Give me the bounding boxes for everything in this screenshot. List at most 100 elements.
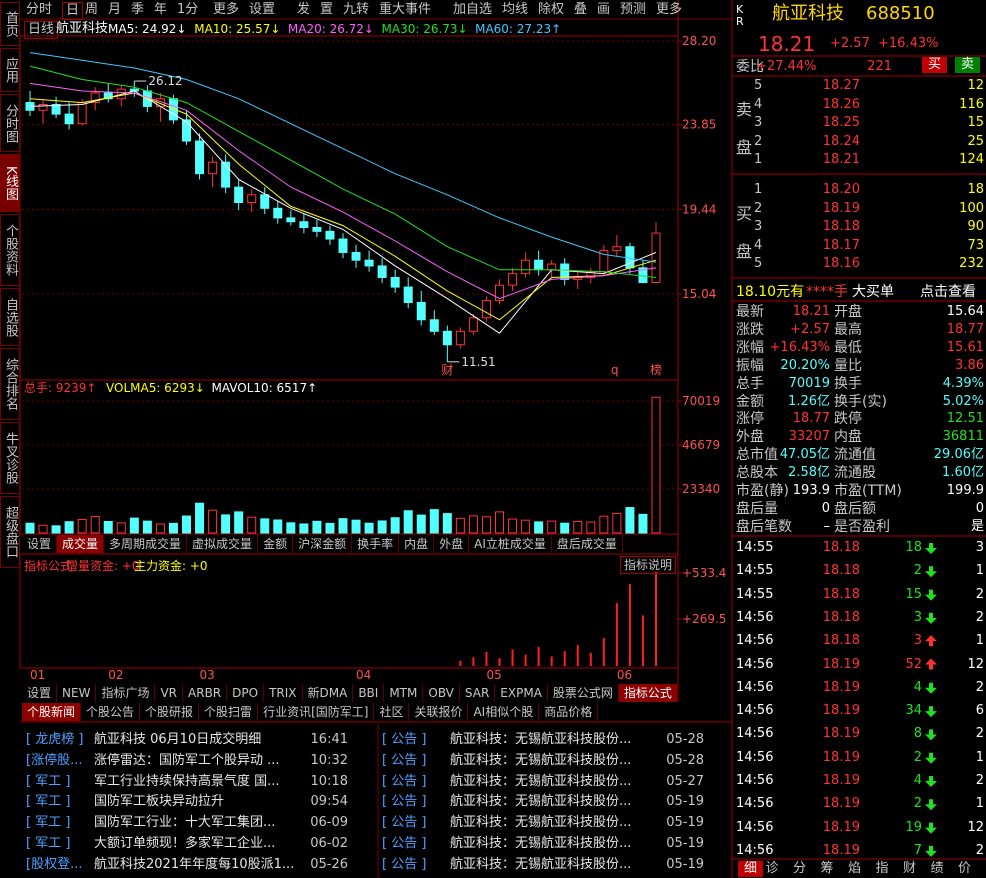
tab[interactable]: DPO xyxy=(227,684,265,702)
quote-tab[interactable]: 筹 xyxy=(820,861,834,876)
side-tab[interactable]: 分时图 xyxy=(0,94,20,152)
tab[interactable]: 个股扫雷 xyxy=(199,703,259,721)
ma-label: MA5: 24.92↓ xyxy=(108,22,187,36)
tab[interactable]: 设置 xyxy=(22,684,58,702)
quote-tab[interactable]: 绩 xyxy=(930,861,944,876)
big-order-link[interactable]: 点击查看 xyxy=(920,284,976,300)
tab[interactable]: 关联报价 xyxy=(409,703,469,721)
news-title[interactable]: 国防军工行业：十大军工集团... xyxy=(94,815,276,831)
side-tab[interactable]: 超级盘口 xyxy=(0,496,20,568)
news-title[interactable]: 军工行业持续保持高景气度 国... xyxy=(94,773,280,789)
side-tab[interactable]: 应用 xyxy=(0,48,20,92)
tab[interactable]: 股票公式网 xyxy=(548,684,619,702)
stat-label: 外盘 xyxy=(736,429,764,446)
tab[interactable]: 社区 xyxy=(374,703,410,721)
tab[interactable]: 虚拟成交量 xyxy=(187,535,259,553)
tab[interactable]: 行业资讯[国防军工] xyxy=(258,703,375,721)
tab[interactable]: ARBR xyxy=(183,684,228,702)
tab[interactable]: 个股新闻 xyxy=(22,703,82,721)
toolbar-button[interactable]: 加自选 xyxy=(453,2,493,17)
tab[interactable]: 指标公式 xyxy=(618,684,678,702)
news-title[interactable]: 涨停雷达：国防军工个股异动 ... xyxy=(94,752,280,768)
side-tab[interactable]: 综合排名 xyxy=(0,348,20,420)
tab[interactable]: 指标广场 xyxy=(96,684,156,702)
tab[interactable]: NEW xyxy=(57,684,97,702)
toolbar-button[interactable]: 重大事件 xyxy=(379,2,432,17)
toolbar-button[interactable]: 预测 xyxy=(620,2,647,17)
tab[interactable]: 多周期成交量 xyxy=(104,535,188,553)
bar xyxy=(563,651,566,666)
tab[interactable]: 盘后成交量 xyxy=(552,535,623,553)
tab[interactable]: 个股公告 xyxy=(81,703,141,721)
tab[interactable]: 商品价格 xyxy=(539,703,599,721)
tab[interactable]: TRIX xyxy=(264,684,303,702)
tab[interactable]: MTM xyxy=(384,684,424,702)
news-title[interactable]: 大额订单频现！多家军工企业... xyxy=(94,836,276,851)
tab[interactable]: 设置 xyxy=(22,535,58,553)
toolbar-button[interactable]: 季 xyxy=(131,2,145,17)
quote-tab[interactable]: 分 xyxy=(793,861,807,876)
news-title[interactable]: 航亚科技：无锡航亚科技股份... xyxy=(450,752,632,768)
toolbar-button[interactable]: 月 xyxy=(108,2,122,17)
stat-value: 36811 xyxy=(942,429,984,445)
toolbar-button[interactable]: 年 xyxy=(154,2,168,17)
tab[interactable]: BBI xyxy=(353,684,385,702)
panel-button[interactable]: 指标说明 xyxy=(620,556,677,574)
news-title[interactable]: 航亚科技：无锡航亚科技股份... xyxy=(450,836,632,851)
toolbar-button[interactable]: 分时 xyxy=(26,2,53,17)
side-tab[interactable]: 自选股 xyxy=(0,288,20,346)
tab[interactable]: 成交量 xyxy=(57,535,105,553)
quote-tab[interactable]: 焰 xyxy=(848,861,862,876)
quote-tab[interactable]: 价 xyxy=(958,861,972,876)
tab[interactable]: AI立桩成交量 xyxy=(469,535,552,553)
news-title[interactable]: 航亚科技：无锡航亚科技股份... xyxy=(450,856,632,872)
toolbar-button[interactable]: 周 xyxy=(85,2,99,17)
side-tab[interactable]: 首页 xyxy=(0,2,20,46)
news-title[interactable]: 航亚科技2021年年度每10股派1... xyxy=(94,856,295,872)
tab[interactable]: 个股研报 xyxy=(140,703,200,721)
quote-tab[interactable]: 细 xyxy=(738,861,764,877)
toolbar-button[interactable]: 1分 xyxy=(177,2,199,17)
news-title[interactable]: 航亚科技：无锡航亚科技股份... xyxy=(450,815,632,831)
tab[interactable]: 内盘 xyxy=(399,535,435,553)
tab[interactable]: 外盘 xyxy=(434,535,470,553)
news-title[interactable]: 航亚科技：无锡航亚科技股份... xyxy=(450,732,632,747)
tab[interactable]: 沪深金额 xyxy=(293,535,353,553)
news-title[interactable]: 航亚科技：无锡航亚科技股份... xyxy=(450,773,632,789)
tab[interactable]: 金额 xyxy=(258,535,294,553)
news-title[interactable]: 航亚科技 06月10日成交明细 xyxy=(94,732,262,747)
tab[interactable]: EXPMA xyxy=(495,684,548,702)
tab[interactable]: SAR xyxy=(460,684,496,702)
toolbar-button[interactable]: 设置 xyxy=(249,2,276,17)
tab[interactable]: VR xyxy=(155,684,184,702)
toolbar-button[interactable]: 日 xyxy=(62,2,84,20)
side-tab[interactable]: 牛叉诊股 xyxy=(0,422,20,494)
stat-value: 是 xyxy=(970,518,984,534)
tab[interactable]: OBV xyxy=(423,684,460,702)
quote-tab[interactable]: 指 xyxy=(875,861,889,876)
toolbar-button[interactable]: 除权 xyxy=(538,2,565,17)
side-tab[interactable]: 个股资料 xyxy=(0,214,20,286)
toolbar-button[interactable]: 画 xyxy=(597,2,611,17)
news-title[interactable]: 航亚科技：无锡航亚科技股份... xyxy=(450,794,632,810)
toolbar-button[interactable]: 均线 xyxy=(502,2,529,17)
side-tab[interactable]: K线图 xyxy=(0,154,20,212)
toolbar-button[interactable]: 置 xyxy=(320,2,334,17)
toolbar-button[interactable]: 发 xyxy=(297,2,311,17)
tab[interactable]: 新DMA xyxy=(303,684,354,702)
toolbar-button[interactable]: 更多 xyxy=(656,2,683,17)
toolbar-button[interactable]: 九转 xyxy=(343,2,370,17)
toolbar-button[interactable]: 更多 xyxy=(213,2,240,17)
tab[interactable]: AI相似个股 xyxy=(468,703,540,721)
quote-tab[interactable]: 财 xyxy=(903,861,917,876)
news-title[interactable]: 国防军工板块异动拉升 xyxy=(94,794,225,810)
sell-button[interactable]: 卖 xyxy=(955,57,981,73)
quote-tab[interactable]: 诊 xyxy=(765,861,779,876)
tick-arrow xyxy=(925,543,937,554)
stock-name: 航亚科技 xyxy=(772,3,844,24)
toolbar-button[interactable]: 叠 xyxy=(574,2,588,17)
buy-button[interactable]: 买 xyxy=(922,57,948,73)
tab[interactable]: 换手率 xyxy=(352,535,400,553)
big-order: 大买单 xyxy=(852,284,894,300)
stat-label: 跌停 xyxy=(834,411,862,428)
